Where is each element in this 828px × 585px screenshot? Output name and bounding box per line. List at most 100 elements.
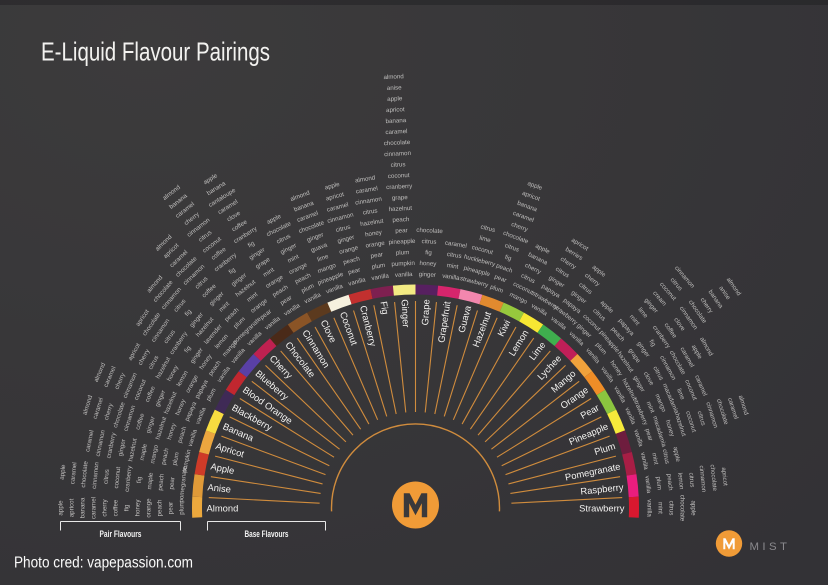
svg-text:fig: fig [247, 240, 257, 250]
svg-text:plum: plum [489, 284, 504, 295]
svg-text:pear: pear [168, 477, 176, 490]
svg-text:apricot: apricot [69, 498, 76, 517]
svg-text:Strawberry: Strawberry [579, 502, 625, 513]
svg-text:mint: mint [446, 262, 459, 271]
svg-text:mint: mint [287, 253, 301, 265]
svg-text:apricot: apricot [386, 106, 405, 114]
svg-text:ginger: ginger [145, 416, 157, 435]
svg-text:peach: peach [157, 499, 164, 516]
svg-text:mint: mint [246, 291, 260, 304]
svg-text:cranberry: cranberry [124, 465, 134, 493]
svg-text:fig: fig [124, 504, 131, 511]
svg-text:MIST: MIST [750, 541, 791, 553]
svg-text:honey: honey [365, 229, 384, 239]
svg-text:orange: orange [365, 240, 386, 250]
svg-text:Fig: Fig [379, 301, 392, 316]
svg-text:orange: orange [146, 498, 153, 518]
svg-text:vanilla: vanilla [325, 283, 344, 296]
svg-text:citrus: citrus [661, 449, 671, 465]
svg-text:Pomegranate: Pomegranate [564, 460, 621, 482]
svg-text:citrus: citrus [102, 469, 110, 484]
svg-text:Raspberry: Raspberry [580, 481, 624, 496]
svg-text:cinnamon: cinnamon [95, 429, 107, 457]
svg-text:vanilla: vanilla [194, 406, 208, 425]
svg-text:almond: almond [355, 174, 377, 184]
svg-text:pear: pear [279, 294, 293, 306]
svg-text:caramel: caramel [326, 201, 349, 213]
svg-text:citrus: citrus [480, 224, 496, 234]
svg-text:caramel: caramel [355, 185, 378, 195]
svg-text:maple: maple [146, 472, 155, 490]
svg-text:citrus: citrus [667, 501, 674, 516]
svg-text:lemon: lemon [676, 472, 685, 490]
svg-text:ginger: ginger [419, 271, 437, 279]
svg-text:fig: fig [504, 254, 513, 263]
svg-text:coconut: coconut [471, 244, 494, 256]
svg-text:Apple: Apple [210, 460, 236, 476]
svg-text:cranberry: cranberry [386, 183, 413, 191]
svg-text:honey: honey [419, 260, 437, 268]
svg-text:caramel: caramel [91, 497, 98, 519]
svg-text:pumpkin: pumpkin [391, 260, 415, 268]
svg-text:vanilla: vanilla [395, 271, 413, 279]
svg-text:plum: plum [171, 452, 181, 467]
svg-text:peach: peach [160, 447, 170, 465]
svg-text:E-Liquid Flavour Pairings: E-Liquid Flavour Pairings [41, 37, 270, 67]
svg-text:Guava: Guava [456, 304, 474, 334]
svg-text:fig: fig [184, 308, 194, 318]
svg-text:plum: plum [179, 501, 186, 514]
svg-text:chocolate: chocolate [709, 464, 719, 492]
svg-text:cinnamon: cinnamon [91, 461, 101, 489]
svg-text:peach: peach [392, 216, 410, 224]
svg-text:apricot: apricot [720, 467, 729, 486]
svg-text:mango: mango [149, 444, 160, 464]
svg-text:pear: pear [395, 227, 408, 235]
svg-text:citrus: citrus [335, 224, 351, 234]
svg-text:chocolate: chocolate [384, 139, 411, 147]
svg-text:mint: mint [645, 401, 656, 415]
svg-text:hazelnut: hazelnut [127, 438, 139, 463]
svg-text:maple: maple [139, 443, 149, 461]
svg-text:Coconut: Coconut [338, 310, 361, 347]
svg-text:banana: banana [80, 497, 87, 518]
svg-text:caramel: caramel [69, 462, 78, 485]
svg-text:vanilla: vanilla [639, 452, 649, 471]
svg-text:banana: banana [385, 117, 407, 125]
svg-text:chocolate: chocolate [678, 495, 685, 522]
svg-text:fig: fig [425, 249, 432, 256]
svg-text:apple: apple [324, 181, 341, 192]
svg-text:pear: pear [643, 428, 653, 442]
svg-text:pineapple: pineapple [388, 238, 416, 246]
svg-text:almond: almond [383, 73, 404, 81]
svg-text:cinnamon: cinnamon [355, 196, 383, 207]
svg-text:coconut: coconut [388, 172, 410, 180]
svg-text:cherry: cherry [103, 402, 115, 421]
svg-text:plum: plum [396, 249, 410, 257]
svg-text:fig: fig [647, 339, 657, 349]
svg-text:cranberry: cranberry [105, 431, 117, 459]
svg-text:vanilla: vanilla [348, 276, 367, 287]
svg-text:hazelnut: hazelnut [388, 205, 412, 213]
svg-text:guava: guava [310, 241, 329, 254]
svg-text:honey: honey [135, 499, 142, 517]
svg-text:pear: pear [493, 273, 507, 284]
svg-text:Banana: Banana [221, 420, 256, 443]
svg-text:orange: orange [339, 244, 360, 256]
svg-text:Photo cred: vapepassion.com: Photo cred: vapepassion.com [14, 555, 193, 572]
svg-text:mint: mint [650, 452, 659, 465]
svg-text:Almond: Almond [207, 502, 239, 513]
svg-text:fig: fig [136, 476, 144, 484]
svg-text:citrus: citrus [391, 161, 406, 169]
svg-text:vanilla: vanilla [632, 429, 644, 448]
svg-text:fig: fig [183, 344, 193, 354]
svg-text:cinnamon: cinnamon [384, 150, 412, 158]
svg-text:anise: anise [387, 84, 403, 92]
svg-text:cherry: cherry [102, 499, 109, 517]
svg-text:grape: grape [392, 194, 409, 202]
svg-text:Hazelnut: Hazelnut [470, 310, 493, 349]
svg-text:honey: honey [166, 422, 178, 441]
svg-text:apple: apple [59, 464, 68, 480]
svg-text:apple: apple [689, 500, 696, 516]
svg-text:Plum: Plum [593, 440, 617, 457]
svg-text:citrus: citrus [362, 207, 378, 216]
